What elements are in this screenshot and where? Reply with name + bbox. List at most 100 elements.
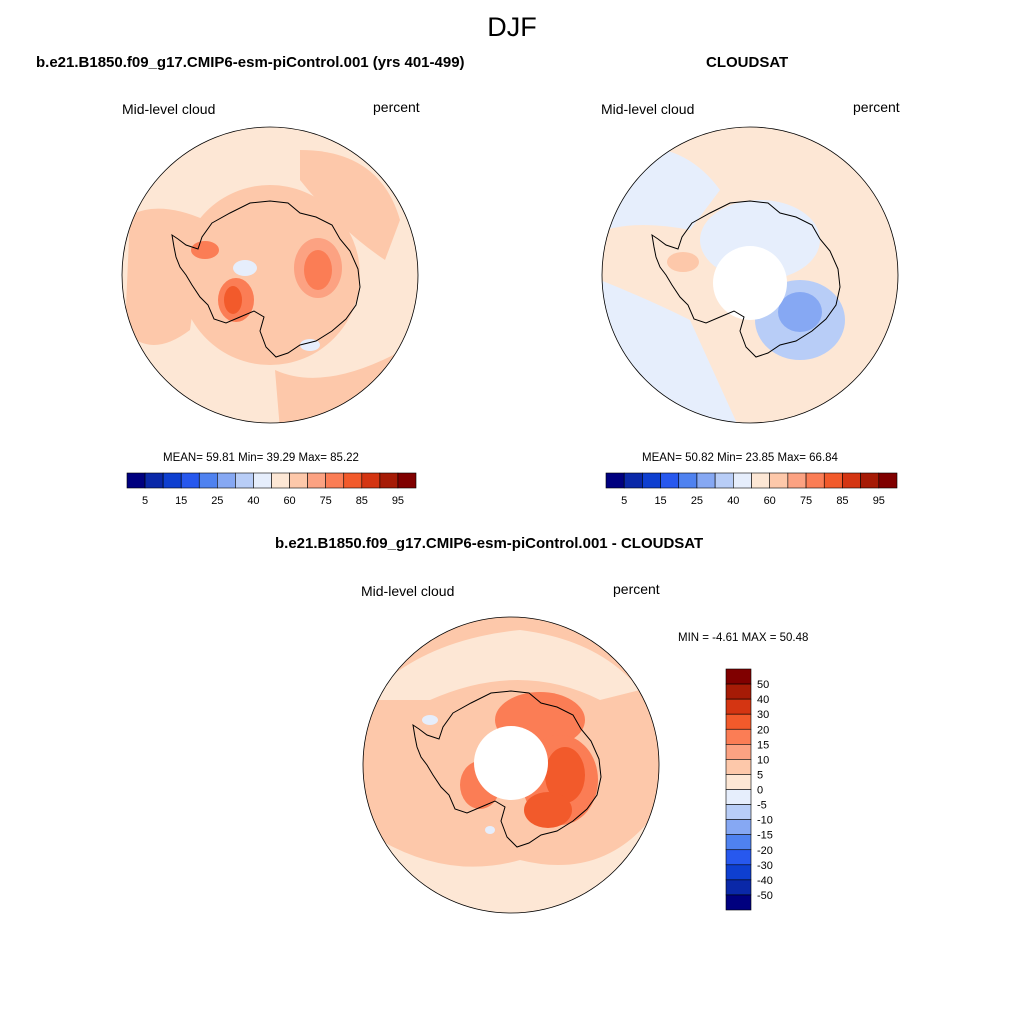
colorbar-tick-label: 30 [757,709,769,721]
model-low-patch-2 [300,339,320,351]
colorbar-tick-label: 5 [757,769,763,781]
colorbar-tick-label: 10 [757,754,769,766]
colorbar-box [307,472,326,489]
colorbar-box [878,472,898,489]
colorbar-tick-label: 15 [757,739,769,751]
diff-ring-north [365,630,640,700]
colorbar-box [696,472,716,489]
colorbar-tick-label: 85 [836,495,848,507]
colorbar-box [725,819,752,835]
colorbar-box [180,472,200,489]
colorbar-tick-label: -40 [757,875,773,887]
cloudsat-low-east-core [778,292,822,332]
colorbar-box [623,472,643,489]
panel-diff-variable-label: Mid-level cloud [361,583,455,599]
colorbar-box [733,472,752,489]
model-polar-ring [180,185,360,365]
colorbar-box [144,472,164,489]
diff-polar-gap [474,726,548,800]
panel-diff-minmax: MIN = -4.61 MAX = 50.48 [678,632,809,644]
panel-obs-stats: MEAN= 50.82 Min= 23.85 Max= 66.84 [642,452,838,464]
colorbar-box [842,472,861,489]
colorbar-box [725,728,752,745]
panel-diff-title: b.e21.B1850.f09_g17.CMIP6-esm-piControl.… [275,535,704,552]
colorbar-box [725,713,752,730]
colorbar-box [751,472,770,489]
colorbar-box [725,804,752,820]
colorbar-tick-label: -50 [757,890,773,902]
colorbar-box [787,472,807,489]
model-low-patch [233,260,257,276]
colorbar-tick-label: 25 [691,495,703,507]
colorbar-tick-label: 15 [654,495,666,507]
panel-obs-variable-label: Mid-level cloud [601,101,695,117]
colorbar-tick-label: -15 [757,830,773,842]
colorbar-box [343,472,363,489]
colorbar-box [769,472,789,489]
diff-low-patch-2 [485,826,495,834]
model-high-east-core [304,250,332,290]
map-model [121,126,419,424]
colorbar-box [725,894,752,911]
colorbar-box [725,789,752,805]
panel-obs-units-label: percent [853,99,900,115]
colorbar-tick-label: 95 [873,495,885,507]
model-high-west-core [224,286,242,314]
colorbar-box [361,472,381,489]
colorbar-box [725,759,752,775]
colorbar-box [805,472,825,489]
colorbar-box [860,472,880,489]
colorbar-box [162,472,182,489]
colorbar-tick-label: 15 [175,495,187,507]
cloudsat-map-border [601,126,899,424]
colorbar-tick-label: 5 [142,495,148,507]
diff-high-east-core [545,747,585,803]
panel-model-stats: MEAN= 59.81 Min= 39.29 Max= 85.22 [163,452,359,464]
colorbar-tick-label: -20 [757,845,773,857]
colorbar-box [289,472,308,489]
diff-high-south [524,792,572,828]
colorbar-box [271,472,290,489]
colorbar-box [198,472,218,489]
colorbar-tick-label: 95 [392,495,404,507]
colorbar-tick-label: 50 [757,679,769,691]
panel-obs-title: CLOUDSAT [706,54,789,71]
colorbar-tick-label: 40 [757,694,769,706]
panel-model-variable-label: Mid-level cloud [122,101,216,117]
colorbar-box [217,472,236,489]
colorbar-box [725,879,752,896]
colorbar-box [235,472,254,489]
colorbar-box [823,472,843,489]
colorbar-box [725,698,752,715]
colorbar-box [725,774,752,790]
colorbar-tick-label: 60 [764,495,776,507]
colorbar-tick-label: 75 [320,495,332,507]
figure-title: DJF [487,12,537,42]
colorbar-box [126,472,146,489]
colorbar-cloudsat: 5 15 25 40 60 75 85 95 [605,472,898,507]
colorbar-box [642,472,661,489]
model-map-border [121,126,419,424]
colorbar-box [725,668,752,685]
colorbar-tick-label: 40 [727,495,739,507]
panel-model-units-label: percent [373,99,420,115]
colorbar-tick-label: 5 [621,495,627,507]
colorbar-tick-label: 25 [211,495,223,507]
panel-diff-units-label: percent [613,581,660,597]
model-indian-patch [300,150,400,260]
map-cloudsat [601,126,899,424]
colorbar-box [725,849,752,866]
cloudsat-high-peninsula [667,252,699,272]
colorbar-box [325,472,345,489]
colorbar-tick-label: -10 [757,815,773,827]
colorbar-box [714,472,734,489]
colorbar-tick-label: -30 [757,860,773,872]
colorbar-box [725,834,752,851]
colorbar-box [725,744,752,760]
panel-model-title: b.e21.B1850.f09_g17.CMIP6-esm-piControl.… [36,54,465,71]
diff-low-patch [422,715,438,725]
colorbar-tick-label: 40 [247,495,259,507]
colorbar-box [397,472,417,489]
